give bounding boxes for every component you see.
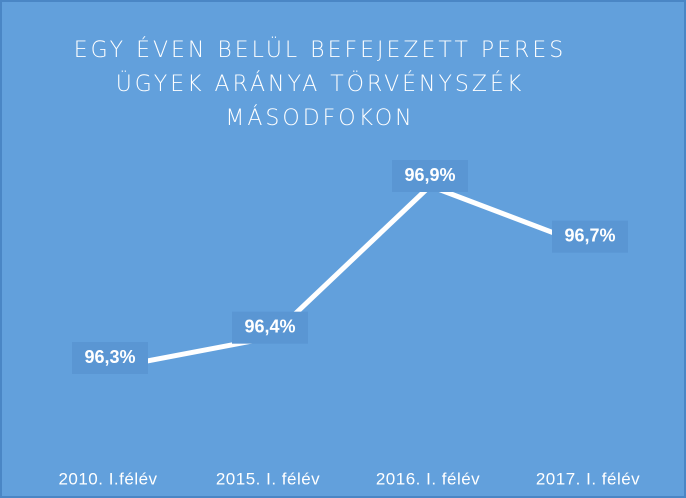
label-box (232, 311, 308, 344)
label-box (72, 342, 148, 374)
x-tick-label: 2016. I. félév (376, 469, 480, 488)
x-tick-label: 2017. I. félév (536, 469, 640, 488)
data-label: 96,9% (404, 165, 455, 185)
x-tick-label: 2010. I.félév (58, 469, 157, 488)
label-box (392, 160, 468, 192)
chart-title: EGY ÉVEN BELÜL BEFEJEZETT PERES ÜGYEK AR… (73, 38, 567, 131)
data-label: 96,7% (564, 225, 615, 245)
data-label: 96,4% (244, 316, 295, 336)
label-box (552, 220, 628, 253)
data-label: 96,3% (84, 347, 135, 367)
line (109, 183, 591, 371)
x-tick-label: 2015. I. félév (216, 469, 320, 488)
